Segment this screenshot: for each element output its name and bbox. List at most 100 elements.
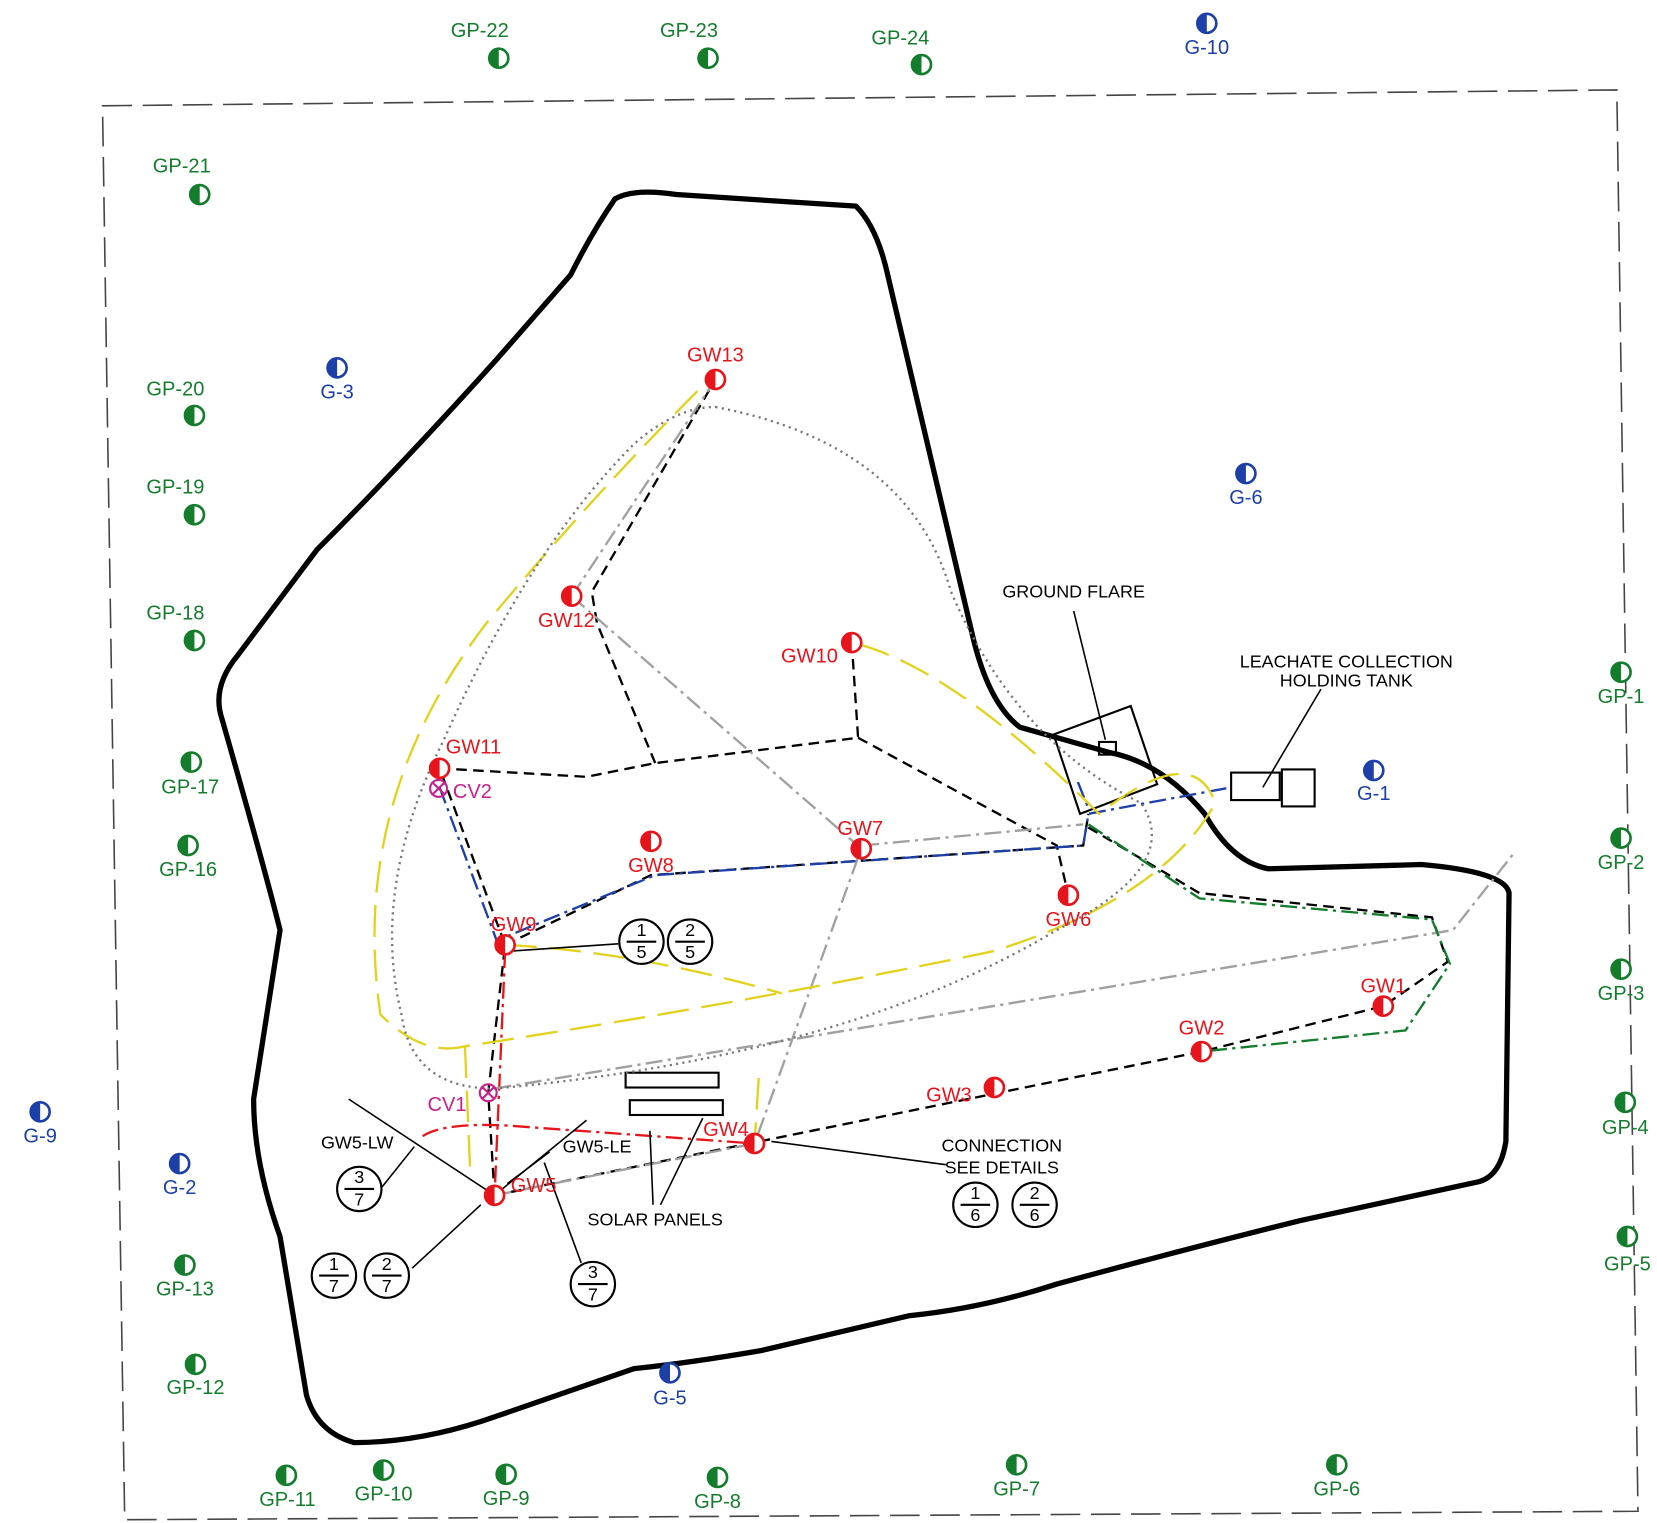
marker-fill xyxy=(1327,1455,1337,1475)
detail-bottom: 7 xyxy=(329,1276,339,1296)
point-label: GP-2 xyxy=(1598,852,1645,874)
point-label: GP-6 xyxy=(1313,1478,1360,1500)
landfill-limit xyxy=(216,189,1512,1446)
valve-cross xyxy=(481,1085,496,1100)
point-label: GW1 xyxy=(1360,975,1406,997)
flare xyxy=(1097,740,1117,756)
point-label: G-6 xyxy=(1229,487,1262,509)
point-label: GP-1 xyxy=(1598,686,1645,708)
point-label: GW4 xyxy=(703,1119,749,1141)
marker-fill xyxy=(1058,885,1069,905)
point-label: GP-4 xyxy=(1602,1117,1649,1139)
callout: SOLAR PANELS xyxy=(588,1209,723,1229)
callout: GROUND FLARE xyxy=(1002,582,1145,602)
point-label: G-3 xyxy=(320,382,353,404)
holding-tank xyxy=(1230,771,1281,802)
red-pipe xyxy=(422,951,755,1196)
point-label: GW13 xyxy=(687,345,744,367)
detail-top: 2 xyxy=(685,920,695,940)
point-label: GP-7 xyxy=(993,1478,1040,1500)
point-label: G-1 xyxy=(1357,783,1390,805)
marker-fill xyxy=(660,1363,670,1383)
point-label: GP-9 xyxy=(483,1488,530,1510)
marker-fill xyxy=(178,836,189,856)
marker-fill xyxy=(851,839,862,859)
marker-fill xyxy=(698,48,709,68)
marker-fill xyxy=(1197,13,1207,33)
callout: CONNECTION xyxy=(941,1135,1062,1155)
point-label: G-9 xyxy=(23,1125,56,1147)
marker-fill xyxy=(184,630,195,651)
point-label: GP-5 xyxy=(1604,1253,1651,1275)
marker-fill xyxy=(911,55,922,75)
point-label: GP-24 xyxy=(871,28,929,50)
point-label: GP-17 xyxy=(161,777,219,799)
point-label: GP-12 xyxy=(167,1377,225,1399)
point-label: GW2 xyxy=(1179,1018,1225,1040)
marker-fill xyxy=(562,586,572,606)
marker-fill xyxy=(708,1467,718,1487)
marker-fill xyxy=(495,935,506,955)
marker-fill xyxy=(185,1354,196,1374)
detail-bottom: 6 xyxy=(970,1205,980,1225)
point-label: GP-21 xyxy=(153,155,211,177)
marker-fill xyxy=(1617,1227,1628,1247)
valve-label: CV1 xyxy=(427,1094,466,1116)
callout: SEE DETAILS xyxy=(945,1158,1059,1178)
point-label: GP-18 xyxy=(146,602,204,624)
marker-fill xyxy=(745,1134,755,1154)
point-label: GP-19 xyxy=(146,477,204,499)
marker-fill xyxy=(1236,464,1246,484)
detail-bottom: 5 xyxy=(636,942,646,962)
detail-top: 2 xyxy=(1030,1183,1040,1203)
callout: LEACHATE COLLECTION xyxy=(1240,651,1453,671)
marker-fill xyxy=(1611,828,1622,848)
point-label: GW9 xyxy=(491,914,537,936)
detail-top: 1 xyxy=(329,1254,339,1274)
marker-fill xyxy=(842,633,852,653)
point-label: GP-11 xyxy=(259,1489,315,1511)
marker-fill xyxy=(430,758,440,778)
marker-fill xyxy=(184,505,195,525)
detail-bottom: 7 xyxy=(382,1276,392,1296)
header-pipe xyxy=(437,378,1450,1197)
point-label: GP-3 xyxy=(1598,983,1645,1005)
marker-fill xyxy=(1192,1042,1202,1062)
point-label: GP-16 xyxy=(159,859,217,881)
detail-bottom: 7 xyxy=(354,1189,364,1209)
detail-top: 3 xyxy=(588,1262,598,1282)
detail-bottom: 5 xyxy=(685,942,695,962)
marker-fill xyxy=(984,1077,995,1098)
holding-tank-2 xyxy=(1280,768,1316,808)
detail-top: 1 xyxy=(636,920,646,940)
flare-area xyxy=(1052,704,1159,816)
point-label: GP-10 xyxy=(355,1484,413,1506)
marker-fill xyxy=(190,185,200,205)
marker-fill xyxy=(276,1465,287,1485)
valve-label: CV2 xyxy=(453,781,492,803)
detail-bottom: 6 xyxy=(1030,1205,1040,1225)
valve-cross xyxy=(431,781,446,796)
marker-fill xyxy=(1373,996,1384,1016)
dotted-limit xyxy=(390,405,1153,1090)
valve xyxy=(478,1083,498,1103)
point-label: GW12 xyxy=(538,610,595,632)
detail-top: 2 xyxy=(382,1254,392,1274)
point-label: GP-13 xyxy=(156,1279,214,1301)
marker-fill xyxy=(1611,959,1622,979)
blue-pipe xyxy=(438,781,1232,943)
point-label: GW10 xyxy=(781,646,838,668)
callout: GW5-LE xyxy=(563,1136,632,1156)
point-label: G-5 xyxy=(653,1388,686,1410)
point-label: GP-23 xyxy=(660,20,718,42)
property-boundary xyxy=(101,89,1639,1521)
marker-fill xyxy=(489,48,499,68)
marker-fill xyxy=(175,1255,185,1275)
yellow-limit xyxy=(373,390,1217,1174)
callout: GW5-LW xyxy=(321,1132,394,1152)
point-label: GW7 xyxy=(837,818,883,840)
solar-panel xyxy=(624,1071,720,1089)
detail-bottom: 7 xyxy=(588,1284,598,1304)
